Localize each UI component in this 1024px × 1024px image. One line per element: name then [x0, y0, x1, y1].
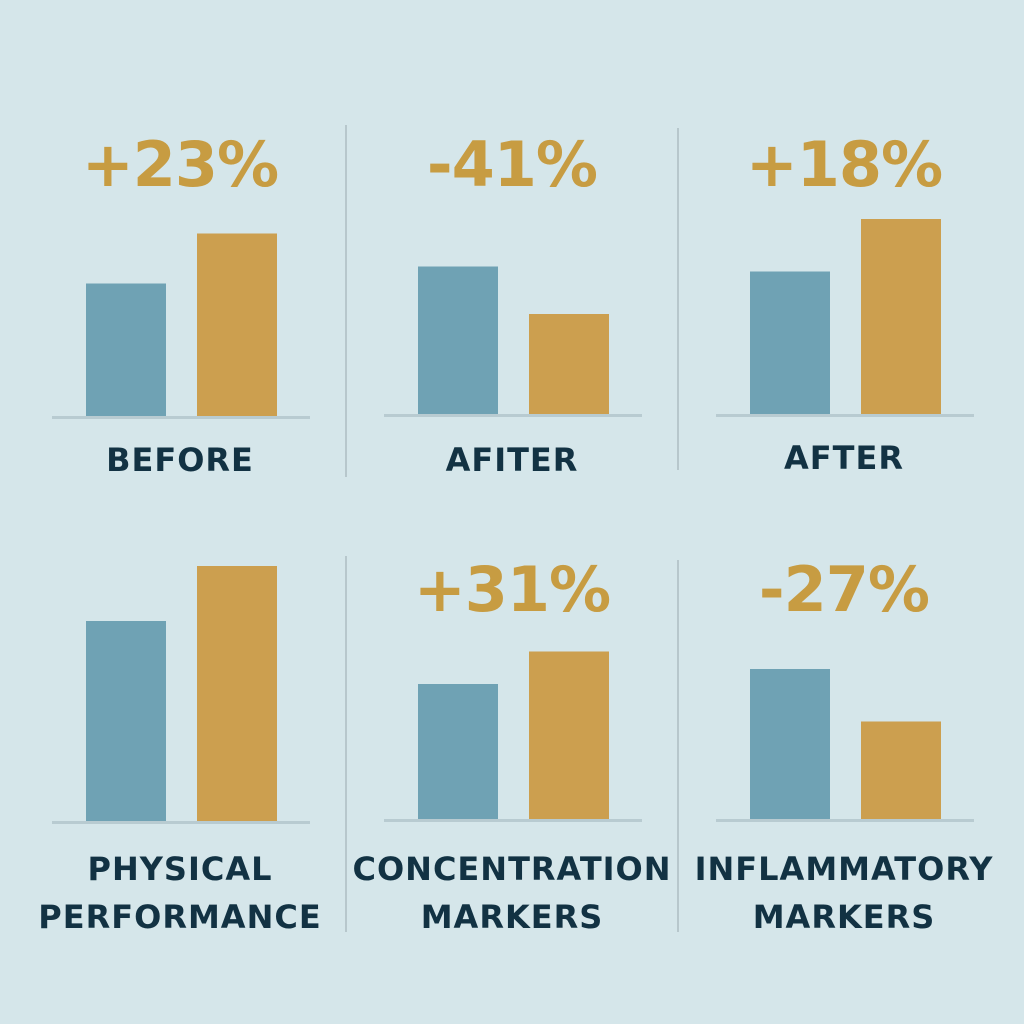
chart-label-5-line-2: MARKERS: [420, 898, 604, 936]
divider-top-left: [345, 125, 347, 477]
baseline-3: [716, 414, 974, 417]
chart-label-2: AFITER: [342, 436, 682, 484]
baseline-5: [384, 819, 642, 822]
bar-5-before: [418, 684, 498, 819]
bar-plot-3: [716, 219, 974, 417]
chart-label-1: BEFORE: [10, 436, 350, 484]
chart-label-3-line-1: AFTER: [784, 439, 904, 477]
change-percent-5: +31%: [413, 553, 611, 626]
chart-label-6: INFLAMMATORY MARKERS: [674, 845, 1014, 941]
bar-6-after: [861, 721, 941, 819]
chart-label-2-line-1: AFITER: [445, 441, 579, 479]
baseline-4: [52, 821, 310, 824]
chart-panel-3: +18% AFTER: [694, 120, 994, 580]
chart-label-4-line-2: PERFORMANCE: [38, 898, 322, 936]
change-percent-6: -27%: [758, 553, 930, 626]
bar-1-after: [197, 233, 277, 416]
chart-label-4-line-1: PHYSICAL: [87, 850, 273, 888]
bar-plot-6: [716, 669, 974, 822]
chart-label-5: CONCENTRATION MARKERS: [342, 845, 682, 941]
bar-plot-2: [384, 266, 642, 417]
chart-label-3: AFTER: [674, 434, 1014, 482]
bar-6-before: [750, 669, 830, 819]
bar-plot-4: [52, 566, 310, 824]
change-percent-2: -41%: [426, 128, 598, 201]
bar-2-before: [418, 266, 498, 414]
chart-label-6-line-2: MARKERS: [752, 898, 936, 936]
bar-4-after: [197, 566, 277, 821]
bar-2-after: [529, 314, 609, 414]
baseline-6: [716, 819, 974, 822]
chart-label-1-line-1: BEFORE: [106, 441, 254, 479]
baseline-1: [52, 416, 310, 419]
bar-5-after: [529, 651, 609, 819]
chart-label-6-line-1: INFLAMMATORY: [694, 850, 994, 888]
bar-3-before: [750, 271, 830, 414]
bar-plot-5: [384, 651, 642, 822]
divider-top-right: [677, 128, 679, 470]
bar-1-before: [86, 283, 166, 416]
change-percent-3: +18%: [745, 128, 943, 201]
divider-bottom-left: [345, 556, 347, 932]
chart-panel-6: -27% INFLAMMATORY MARKERS: [694, 545, 994, 1005]
chart-panel-5: +31% CONCENTRATION MARKERS: [352, 545, 670, 1005]
divider-bottom-right: [677, 560, 679, 932]
chart-panel-1: +23% BEFORE: [30, 120, 330, 580]
baseline-2: [384, 414, 642, 417]
bar-4-before: [86, 621, 166, 821]
chart-panel-4: PHYSICAL PERFORMANCE: [30, 525, 330, 985]
chart-panel-2: -41% AFITER: [362, 120, 662, 580]
chart-label-4: PHYSICAL PERFORMANCE: [10, 845, 350, 941]
bar-3-after: [861, 219, 941, 414]
bar-plot-1: [52, 233, 310, 419]
change-percent-1: +23%: [81, 128, 279, 201]
chart-label-5-line-1: CONCENTRATION: [352, 850, 672, 888]
